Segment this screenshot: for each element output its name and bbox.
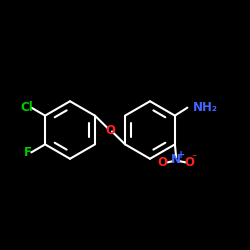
- Text: Cl: Cl: [20, 101, 33, 114]
- Text: +: +: [176, 150, 185, 160]
- Text: O: O: [105, 124, 115, 136]
- Text: O: O: [184, 156, 194, 169]
- Text: N: N: [171, 154, 181, 166]
- Text: O: O: [158, 156, 168, 169]
- Text: F: F: [24, 146, 32, 159]
- Text: ⁻: ⁻: [191, 153, 196, 163]
- Text: NH₂: NH₂: [193, 101, 218, 114]
